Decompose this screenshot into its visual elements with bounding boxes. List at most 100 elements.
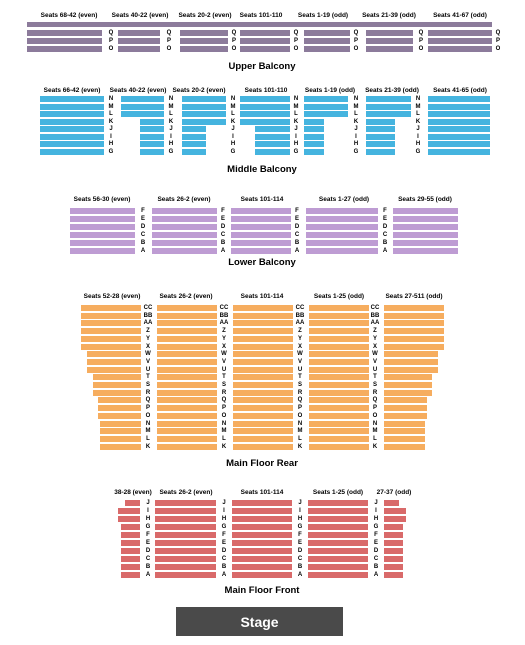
upper-balcony-row[interactable] bbox=[118, 38, 160, 45]
main-floor-front-row[interactable] bbox=[155, 500, 216, 507]
lower-balcony-row[interactable] bbox=[393, 208, 458, 215]
main-floor-front-row[interactable] bbox=[384, 556, 403, 563]
main-floor-rear-row[interactable] bbox=[97, 405, 141, 412]
main-floor-front-row[interactable] bbox=[384, 524, 403, 531]
main-floor-rear-row[interactable] bbox=[100, 443, 141, 450]
main-floor-rear-row[interactable] bbox=[384, 312, 444, 319]
main-floor-front-row[interactable] bbox=[384, 508, 406, 515]
main-floor-front-row[interactable] bbox=[308, 500, 368, 507]
middle-balcony-row[interactable] bbox=[304, 103, 348, 110]
main-floor-rear-row[interactable] bbox=[157, 374, 217, 381]
main-floor-front-row[interactable] bbox=[155, 556, 216, 563]
lower-balcony-row[interactable] bbox=[306, 224, 378, 231]
main-floor-rear-row[interactable] bbox=[384, 328, 444, 335]
middle-balcony-row[interactable] bbox=[304, 118, 324, 125]
middle-balcony-row[interactable] bbox=[366, 141, 396, 147]
main-floor-rear-row[interactable] bbox=[309, 420, 369, 427]
main-floor-front-row[interactable] bbox=[155, 540, 216, 547]
main-floor-rear-row[interactable] bbox=[157, 320, 217, 327]
main-floor-rear-row[interactable] bbox=[309, 443, 369, 450]
main-floor-rear-row[interactable] bbox=[309, 374, 369, 381]
middle-balcony-row[interactable] bbox=[40, 141, 104, 147]
main-floor-rear-row[interactable] bbox=[93, 374, 141, 381]
lower-balcony-row[interactable] bbox=[306, 240, 378, 247]
main-floor-rear-row[interactable] bbox=[233, 374, 293, 381]
upper-balcony-row[interactable] bbox=[428, 46, 492, 53]
main-floor-front-row[interactable] bbox=[384, 548, 403, 555]
main-floor-rear-row[interactable] bbox=[384, 366, 438, 373]
main-floor-rear-row[interactable] bbox=[233, 428, 293, 435]
lower-balcony-row[interactable] bbox=[152, 248, 217, 255]
lower-balcony-row[interactable] bbox=[306, 248, 378, 255]
main-floor-rear-row[interactable] bbox=[309, 382, 369, 389]
main-floor-rear-row[interactable] bbox=[384, 397, 428, 404]
main-floor-rear-row[interactable] bbox=[309, 389, 369, 396]
main-floor-rear-row[interactable] bbox=[81, 343, 141, 350]
lower-balcony-row[interactable] bbox=[231, 216, 291, 223]
upper-balcony-row[interactable] bbox=[366, 46, 413, 53]
main-floor-rear-row[interactable] bbox=[384, 320, 444, 327]
upper-balcony-row[interactable] bbox=[27, 30, 102, 37]
main-floor-front-row[interactable] bbox=[308, 556, 368, 563]
upper-balcony-row[interactable] bbox=[118, 46, 160, 53]
main-floor-front-row[interactable] bbox=[155, 516, 216, 523]
main-floor-front-row[interactable] bbox=[384, 532, 403, 539]
main-floor-front-row[interactable] bbox=[308, 548, 368, 555]
middle-balcony-row[interactable] bbox=[182, 141, 207, 147]
main-floor-rear-row[interactable] bbox=[233, 405, 293, 412]
main-floor-front-row[interactable] bbox=[308, 540, 368, 547]
main-floor-rear-row[interactable] bbox=[309, 305, 369, 312]
main-floor-rear-row[interactable] bbox=[233, 351, 293, 358]
lower-balcony-row[interactable] bbox=[70, 248, 135, 255]
upper-balcony-row[interactable] bbox=[180, 38, 228, 45]
main-floor-rear-row[interactable] bbox=[384, 420, 425, 427]
main-floor-front-row[interactable] bbox=[232, 516, 292, 523]
main-floor-front-row[interactable] bbox=[121, 524, 140, 531]
main-floor-front-row[interactable] bbox=[308, 516, 368, 523]
lower-balcony-row[interactable] bbox=[70, 240, 135, 247]
main-floor-rear-row[interactable] bbox=[81, 335, 141, 342]
main-floor-rear-row[interactable] bbox=[87, 358, 141, 365]
main-floor-front-row[interactable] bbox=[118, 516, 140, 523]
main-floor-front-row[interactable] bbox=[232, 548, 292, 555]
middle-balcony-row[interactable] bbox=[121, 96, 164, 102]
main-floor-rear-row[interactable] bbox=[157, 443, 217, 450]
main-floor-front-row[interactable] bbox=[384, 516, 406, 523]
main-floor-rear-row[interactable] bbox=[157, 335, 217, 342]
lower-balcony-row[interactable] bbox=[70, 232, 135, 239]
main-floor-rear-row[interactable] bbox=[309, 328, 369, 335]
main-floor-rear-row[interactable] bbox=[157, 328, 217, 335]
middle-balcony-row[interactable] bbox=[428, 118, 490, 125]
main-floor-front-row[interactable] bbox=[384, 500, 400, 507]
middle-balcony-row[interactable] bbox=[304, 133, 324, 140]
middle-balcony-row[interactable] bbox=[366, 96, 411, 102]
main-floor-rear-row[interactable] bbox=[233, 389, 293, 396]
main-floor-front-row[interactable] bbox=[384, 540, 403, 547]
main-floor-front-row[interactable] bbox=[232, 556, 292, 563]
main-floor-front-row[interactable] bbox=[121, 564, 140, 571]
main-floor-front-row[interactable] bbox=[124, 500, 140, 507]
upper-balcony-row[interactable] bbox=[240, 46, 290, 53]
main-floor-front-row[interactable] bbox=[232, 572, 292, 579]
middle-balcony-row[interactable] bbox=[240, 103, 290, 110]
main-floor-rear-row[interactable] bbox=[157, 389, 217, 396]
lower-balcony-row[interactable] bbox=[70, 208, 135, 215]
main-floor-rear-row[interactable] bbox=[309, 320, 369, 327]
middle-balcony-row[interactable] bbox=[428, 103, 490, 110]
main-floor-rear-row[interactable] bbox=[81, 305, 141, 312]
main-floor-rear-row[interactable] bbox=[81, 312, 141, 319]
middle-balcony-row[interactable] bbox=[366, 118, 396, 125]
main-floor-rear-row[interactable] bbox=[97, 397, 141, 404]
middle-balcony-row[interactable] bbox=[255, 148, 290, 155]
middle-balcony-row[interactable] bbox=[428, 141, 490, 147]
main-floor-rear-row[interactable] bbox=[233, 420, 293, 427]
middle-balcony-row[interactable] bbox=[40, 126, 104, 132]
main-floor-rear-row[interactable] bbox=[233, 335, 293, 342]
lower-balcony-row[interactable] bbox=[152, 232, 217, 239]
main-floor-front-row[interactable] bbox=[232, 532, 292, 539]
lower-balcony-row[interactable] bbox=[306, 232, 378, 239]
main-floor-rear-row[interactable] bbox=[384, 374, 432, 381]
main-floor-front-row[interactable] bbox=[308, 508, 368, 515]
main-floor-rear-row[interactable] bbox=[309, 312, 369, 319]
main-floor-rear-row[interactable] bbox=[384, 382, 432, 389]
